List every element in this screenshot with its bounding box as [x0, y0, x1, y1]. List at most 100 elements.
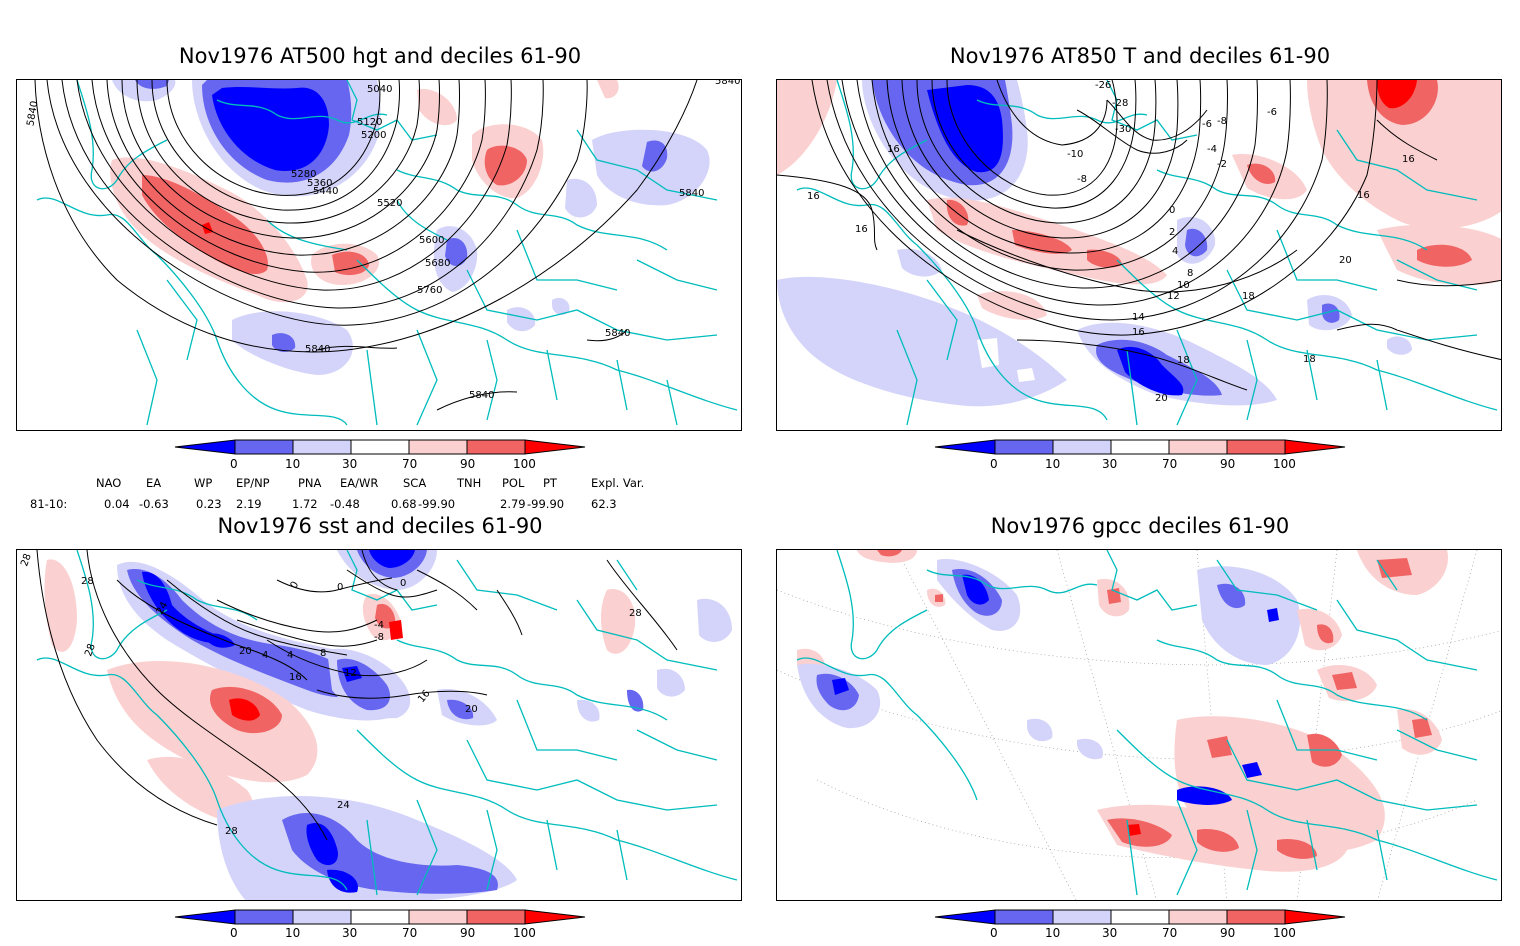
tele-header-ea: EA [146, 476, 162, 490]
colorbar-tick: 30 [1102, 926, 1117, 940]
map-panel-sst: 28 28 28 28 24 20 16 12 8 4 0 0 0 -4 -8 … [16, 549, 742, 901]
tele-header-wp: WP [194, 476, 213, 490]
contour-label: 5840 [469, 390, 494, 401]
tele-value-epnp: 2.19 [236, 497, 262, 511]
contour-label: -26 [1095, 80, 1111, 91]
contour-label: 12 [344, 668, 357, 679]
colorbar-tick: 90 [460, 926, 475, 940]
colorbar-tick: 30 [342, 457, 357, 471]
contour-label: 5360 [307, 178, 332, 189]
colorbar-tick: 70 [1162, 457, 1177, 471]
contour-label: 8 [320, 648, 326, 659]
contour-label: 5200 [361, 130, 386, 141]
contour-label: -8 [374, 632, 384, 643]
contour-label: 28 [629, 608, 642, 619]
colorbar-tick: 100 [513, 926, 536, 940]
tele-header-sca: SCA [403, 476, 427, 490]
coastlines [36, 550, 738, 896]
contour-label: 28 [83, 642, 98, 658]
contour-label: -6 [1267, 107, 1277, 118]
map-panel-gpcc-precip [776, 549, 1502, 901]
colorbar-tick: 90 [1220, 457, 1235, 471]
tele-header-expl-var: Expl. Var. [591, 476, 645, 490]
colorbar-tick: 10 [285, 457, 300, 471]
decile-shading [777, 80, 1501, 407]
contour-label: 5440 [313, 186, 338, 197]
contour-label: 20 [239, 646, 252, 657]
colorbar-tick: 70 [1162, 926, 1177, 940]
tele-value-tnh: -99.90 [418, 497, 456, 511]
tele-value-pol: 2.79 [500, 497, 526, 511]
contour-label: 16 [855, 224, 868, 235]
colorbar-tick: 0 [230, 926, 238, 940]
contour-label: 5680 [425, 258, 450, 269]
contour-label: 18 [1242, 291, 1255, 302]
contour-label: 8 [1187, 268, 1193, 279]
tele-header-eawr: EA/WR [340, 476, 379, 490]
colorbar-tick: 90 [1220, 926, 1235, 940]
contour-label: 0 [289, 580, 302, 591]
colorbar-tick: 90 [460, 457, 475, 471]
temperature-contours [777, 80, 1501, 391]
contour-labels: 28 28 28 28 24 20 16 12 8 4 0 0 0 -4 -8 … [19, 552, 642, 837]
contour-label: 4 [1172, 246, 1178, 257]
colorbar-tick: 70 [402, 457, 417, 471]
contour-label: 12 [1167, 291, 1180, 302]
panel-title-tr: Nov1976 AT850 T and deciles 61-90 [949, 44, 1331, 68]
tele-value-sca: 0.68 [391, 497, 417, 511]
panel-title-bl: Nov1976 sst and deciles 61-90 [217, 514, 543, 538]
contour-label: 5520 [377, 198, 402, 209]
colorbar-tick: 70 [402, 926, 417, 940]
tele-header-epnp: EP/NP [236, 476, 270, 490]
contour-label: 20 [1339, 255, 1352, 266]
coastlines [796, 550, 1498, 896]
tele-header-tnh: TNH [457, 476, 482, 490]
coastlines [36, 80, 738, 426]
contour-label: 16 [1402, 154, 1415, 165]
contour-label: 0 [400, 578, 406, 589]
contour-label: 4 [262, 650, 268, 661]
contour-label: 5760 [417, 285, 442, 296]
contour-label: -8 [1077, 174, 1087, 185]
tele-header-pna: PNA [298, 476, 322, 490]
contour-label: 16 [1357, 190, 1370, 201]
map-panel-850hpa-temperature: -26 -28 -30 -10 -8 -8 -6 -6 -4 -2 0 2 4 … [776, 79, 1502, 431]
contour-label: -4 [374, 620, 384, 631]
contour-label: 5840 [605, 328, 630, 339]
panel-title-tl: Nov1976 AT500 hgt and deciles 61-90 [178, 44, 582, 68]
contour-label: 10 [1177, 280, 1190, 291]
colorbar-tl: 0 10 30 70 90 100 [174, 439, 595, 476]
colorbar-tick: 30 [1102, 457, 1117, 471]
contour-label: 24 [337, 800, 350, 811]
contour-label: 16 [1132, 327, 1145, 338]
contour-label: 5120 [357, 117, 382, 128]
contour-label: 2 [1169, 227, 1175, 238]
colorbar-br: 0 10 30 70 90 100 [934, 909, 1355, 946]
tele-value-expl-var: 62.3 [591, 497, 617, 511]
contour-label: 18 [1303, 354, 1316, 365]
tele-value-nao: 0.04 [104, 497, 130, 511]
colorbar-tick: 0 [990, 457, 998, 471]
contour-label: 18 [1177, 355, 1190, 366]
panel-title-br: Nov1976 gpcc deciles 61-90 [990, 514, 1290, 538]
tele-row-label: 81-10: [30, 497, 68, 511]
contour-labels: 5040 5120 5200 5280 5360 5440 5520 5600 … [25, 80, 740, 401]
decile-shading [797, 550, 1448, 872]
tele-header-pt: PT [543, 476, 557, 490]
contour-label: -10 [1067, 149, 1083, 160]
colorbar-tick: 100 [1273, 457, 1296, 471]
contour-label: 5840 [679, 188, 704, 199]
tele-value-ea: -0.63 [139, 497, 169, 511]
tele-header-pol: POL [502, 476, 525, 490]
colorbar-tick: 0 [990, 926, 998, 940]
colorbar-tick: 30 [342, 926, 357, 940]
contour-label: 14 [1132, 312, 1145, 323]
colorbar-tick: 0 [230, 457, 238, 471]
contour-label: -6 [1202, 119, 1212, 130]
contour-label: 28 [81, 576, 94, 587]
tele-value-pt: -99.90 [527, 497, 565, 511]
tele-value-wp: 0.23 [196, 497, 222, 511]
tele-value-pna: 1.72 [292, 497, 318, 511]
contour-label: 0 [1169, 205, 1175, 216]
colorbar-tick: 10 [285, 926, 300, 940]
